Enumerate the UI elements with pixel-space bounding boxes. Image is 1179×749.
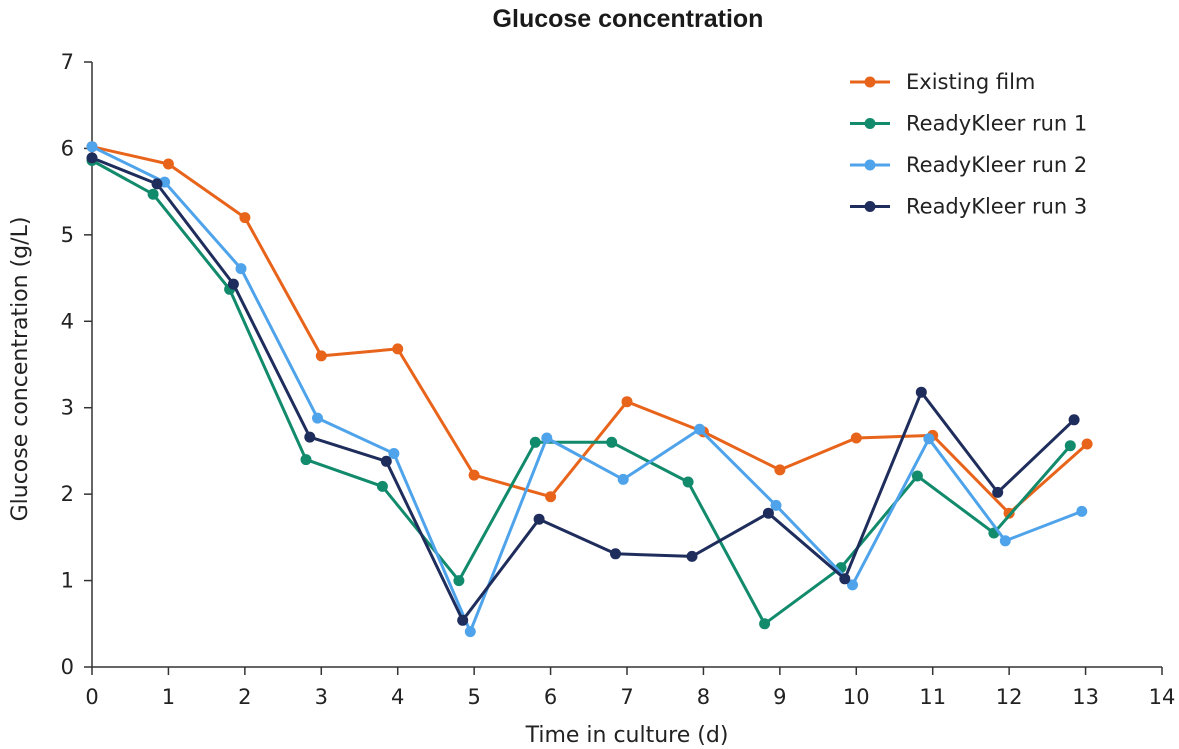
- data-point: [533, 513, 545, 525]
- data-point: [694, 423, 706, 435]
- series-4: [86, 152, 1080, 626]
- series-3: [86, 141, 1088, 638]
- legend-item: ReadyKleer run 3: [850, 195, 1087, 219]
- x-tick-label: 5: [467, 685, 480, 709]
- x-tick-label: 14: [1149, 685, 1176, 709]
- x-tick-label: 1: [162, 685, 175, 709]
- legend-item: Existing film: [850, 70, 1035, 94]
- x-tick-label: 11: [919, 685, 946, 709]
- data-point: [847, 579, 858, 591]
- legend: Existing film ReadyKleer run 1 ReadyKleer …: [850, 70, 1087, 219]
- y-tick-label: 4: [61, 309, 74, 333]
- y-tick-label: 2: [61, 482, 74, 506]
- x-axis-label: Time in culture (d): [525, 723, 729, 748]
- data-point: [774, 464, 786, 476]
- y-tick-label: 5: [61, 223, 74, 247]
- data-point: [151, 178, 163, 190]
- data-point: [376, 480, 388, 492]
- x-tick-label: 8: [697, 685, 710, 709]
- series-layer: [86, 141, 1093, 638]
- chart-title: Glucose concentration: [493, 5, 764, 33]
- x-tick-label: 0: [85, 685, 98, 709]
- data-point: [312, 412, 323, 424]
- x-tick-label: 9: [773, 685, 786, 709]
- data-point: [162, 158, 174, 170]
- x-tick-label: 12: [996, 685, 1023, 709]
- data-point: [86, 152, 98, 164]
- x-tick-label: 2: [238, 685, 251, 709]
- y-tick-label: 7: [61, 50, 74, 74]
- data-point: [911, 470, 923, 482]
- data-point: [1064, 440, 1076, 452]
- data-point: [621, 396, 633, 408]
- series-line: [91, 145, 1083, 634]
- x-tick-label: 6: [544, 685, 557, 709]
- data-point: [235, 263, 247, 275]
- x-tick-label: 3: [315, 685, 328, 709]
- legend-swatch-marker: [864, 201, 876, 212]
- legend-item: ReadyKleer run 1: [850, 112, 1087, 136]
- data-point: [759, 618, 771, 630]
- data-point: [392, 343, 404, 355]
- data-point: [147, 188, 159, 200]
- data-point: [545, 491, 557, 503]
- data-point: [239, 212, 251, 224]
- data-point: [682, 476, 694, 488]
- x-tick-label: 7: [620, 685, 633, 709]
- x-tick-label: 13: [1072, 685, 1099, 709]
- data-point: [86, 141, 98, 153]
- data-point: [762, 507, 774, 519]
- data-point: [300, 454, 312, 466]
- y-tick-label: 1: [61, 569, 74, 593]
- data-point: [617, 473, 629, 485]
- data-point: [999, 535, 1011, 547]
- data-point: [606, 436, 618, 448]
- data-point: [770, 499, 782, 511]
- data-point: [315, 350, 327, 362]
- data-point: [610, 548, 621, 560]
- data-point: [1068, 414, 1080, 426]
- data-point: [304, 431, 316, 443]
- data-point: [380, 455, 392, 467]
- data-point: [686, 550, 698, 562]
- data-point: [457, 614, 469, 626]
- y-tick-label: 6: [61, 136, 74, 160]
- data-point: [992, 486, 1004, 498]
- series-line: [91, 159, 1072, 626]
- series-2: [86, 155, 1076, 630]
- legend-label: ReadyKleer run 2: [906, 153, 1087, 177]
- data-point: [839, 573, 851, 585]
- legend-swatch-marker: [864, 76, 876, 88]
- y-axis-label: Glucose concentration (g/L): [8, 217, 33, 522]
- data-point: [464, 626, 476, 638]
- legend-item: ReadyKleer run 2: [850, 153, 1087, 177]
- data-point: [529, 436, 541, 448]
- y-tick-label: 3: [61, 396, 74, 420]
- data-point: [1076, 505, 1088, 517]
- data-point: [850, 432, 862, 444]
- data-point: [453, 575, 465, 587]
- data-point: [541, 432, 553, 444]
- legend-label: Existing film: [906, 70, 1035, 94]
- data-point: [1081, 438, 1093, 450]
- x-tick-label: 4: [391, 685, 404, 709]
- legend-label: ReadyKleer run 3: [906, 195, 1087, 219]
- data-point: [923, 433, 935, 445]
- series-line: [91, 156, 1076, 622]
- legend-swatch-marker: [864, 118, 876, 129]
- series-line: [91, 145, 1089, 515]
- data-point: [388, 448, 400, 459]
- legend-label: ReadyKleer run 1: [906, 112, 1087, 136]
- data-point: [468, 469, 480, 481]
- data-point: [227, 278, 239, 290]
- legend-swatch-marker: [864, 159, 876, 171]
- y-tick-label: 0: [61, 655, 74, 679]
- x-tick-label: 10: [843, 685, 870, 709]
- data-point: [915, 386, 927, 398]
